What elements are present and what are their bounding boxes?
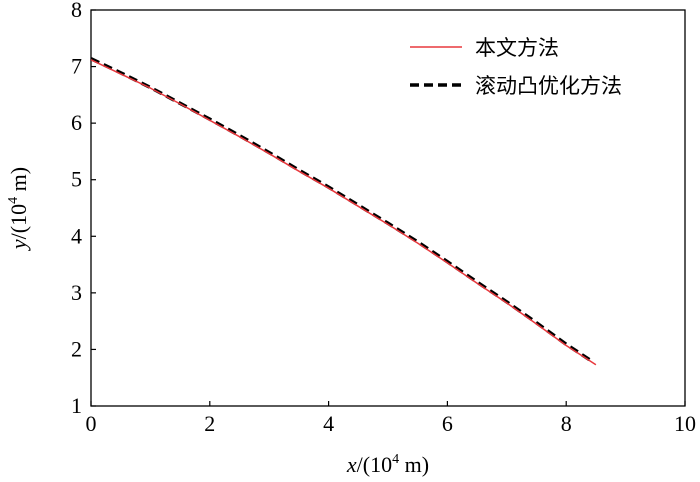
y-tick-label: 4 xyxy=(71,223,82,248)
legend-label-series-1: 本文方法 xyxy=(475,36,559,60)
plot-frame xyxy=(90,9,686,407)
y-tick-label: 3 xyxy=(71,280,82,305)
y-tick-label: 7 xyxy=(71,54,82,79)
y-tick-label: 1 xyxy=(71,393,82,418)
y-tick-label: 2 xyxy=(71,336,82,361)
x-tick-label: 6 xyxy=(442,411,453,436)
x-tick-label: 4 xyxy=(323,411,334,436)
series-line-2 xyxy=(90,57,594,364)
x-tick-label: 0 xyxy=(86,411,97,436)
series-lines xyxy=(90,57,597,366)
x-axis-label: x/(104 m) xyxy=(346,452,429,477)
x-tick-label: 8 xyxy=(561,411,572,436)
x-tick-label: 10 xyxy=(674,411,696,436)
y-tick-label: 6 xyxy=(71,110,82,135)
y-axis-label: y/(104 m) xyxy=(6,167,31,251)
legend-label-series-2: 滚动凸优化方法 xyxy=(475,74,622,98)
y-tick-label: 8 xyxy=(71,0,82,22)
series-line-1 xyxy=(90,59,597,366)
y-tick-label: 5 xyxy=(71,167,82,192)
legend: 本文方法 滚动凸优化方法 xyxy=(410,36,622,98)
x-tick-label: 2 xyxy=(204,411,215,436)
